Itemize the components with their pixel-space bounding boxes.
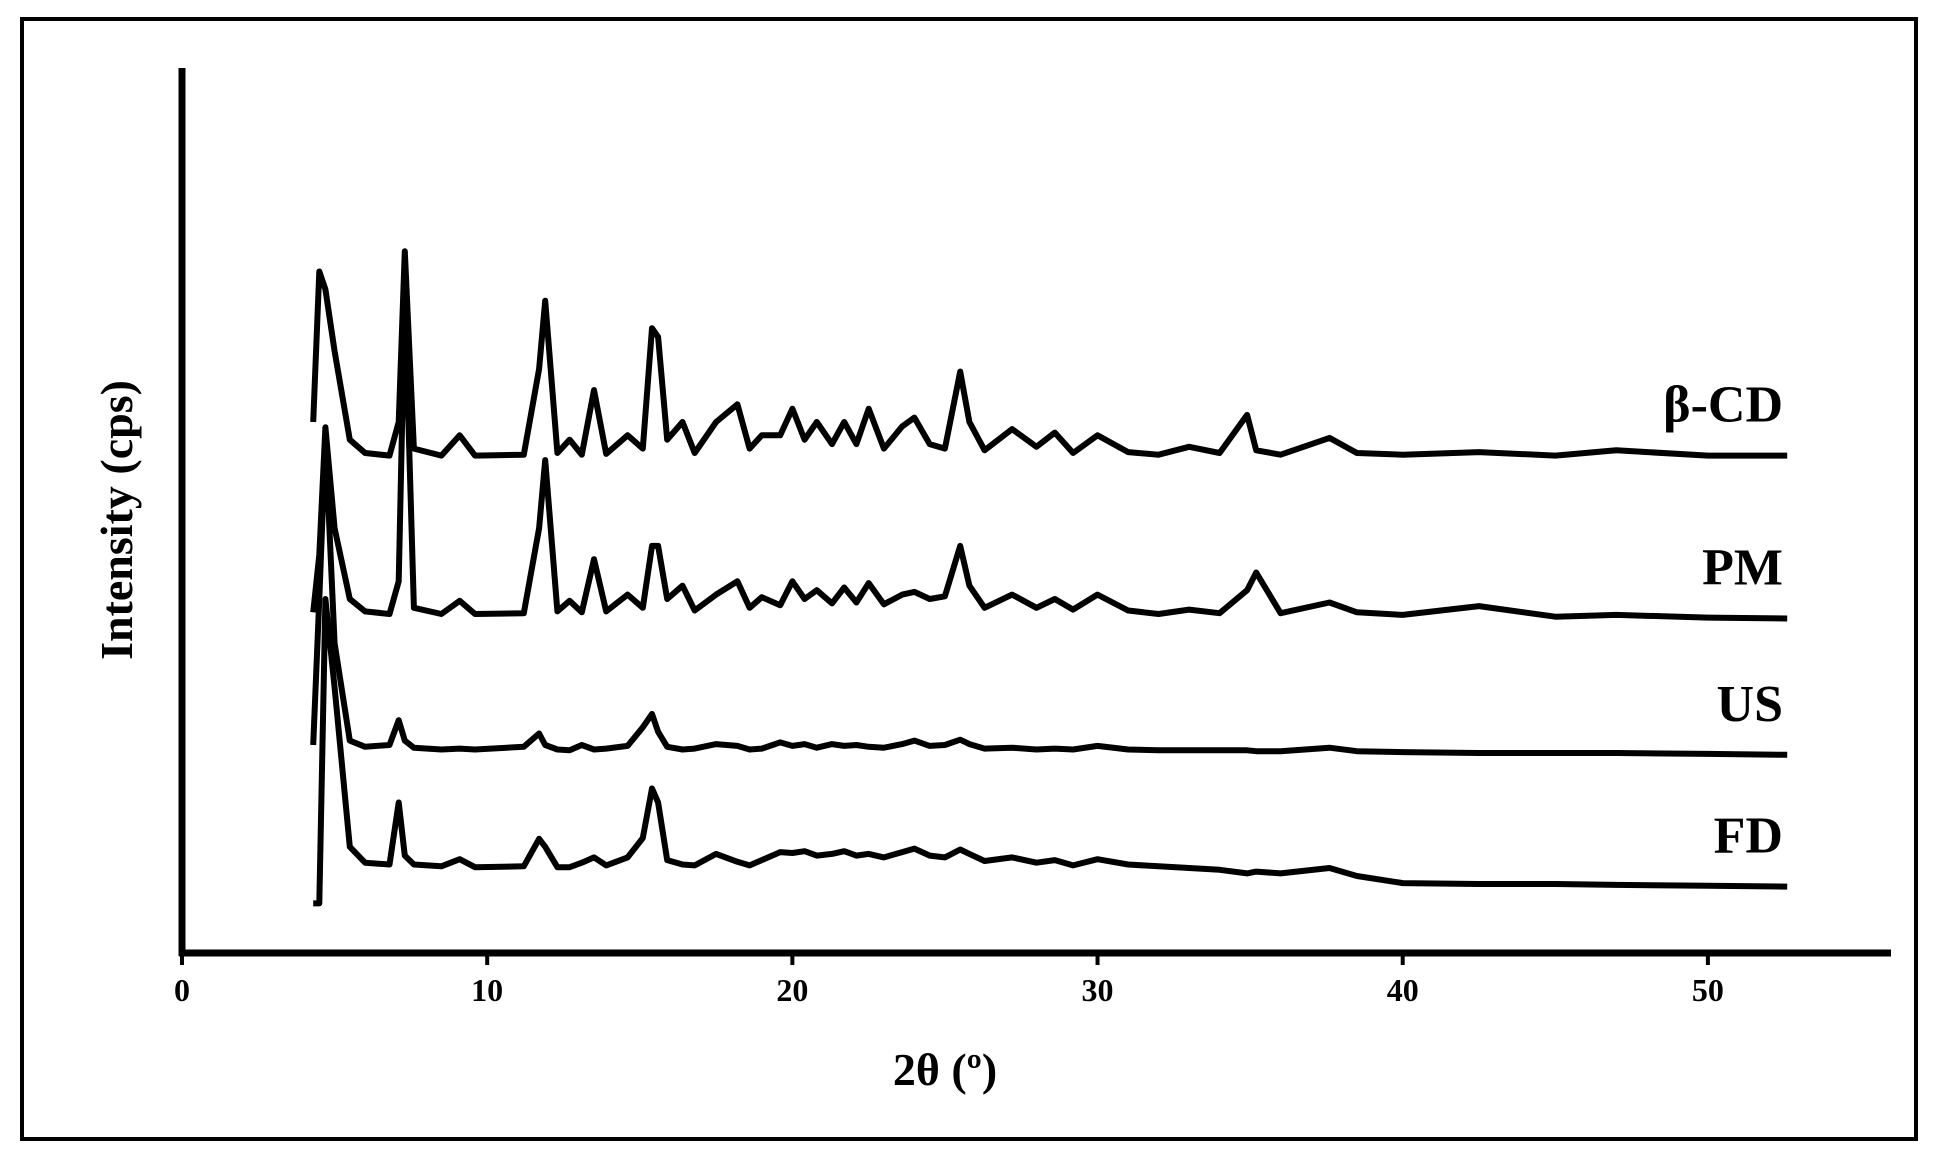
series-label: β-CD bbox=[1663, 377, 1783, 434]
frame bbox=[20, 17, 1918, 1141]
x-tick-label: 10 bbox=[471, 972, 503, 1008]
x-tick-label: 20 bbox=[776, 972, 808, 1008]
series-label: US bbox=[1717, 676, 1783, 733]
x-tick-label: 40 bbox=[1387, 972, 1419, 1008]
series-label: FD bbox=[1714, 808, 1783, 865]
x-tick-label: 0 bbox=[174, 972, 190, 1008]
series-label: PM bbox=[1702, 539, 1783, 596]
x-axis-title: 2θ (º) bbox=[893, 1044, 997, 1095]
xrd-trace bbox=[310, 295, 1788, 622]
xrd-trace bbox=[310, 248, 1788, 459]
x-tick-label: 50 bbox=[1692, 972, 1724, 1008]
xrd-trace bbox=[313, 596, 1788, 907]
xrd-trace bbox=[310, 436, 1788, 758]
x-tick-label: 30 bbox=[1082, 972, 1114, 1008]
y-axis-title: Intensity (cps) bbox=[91, 380, 142, 660]
